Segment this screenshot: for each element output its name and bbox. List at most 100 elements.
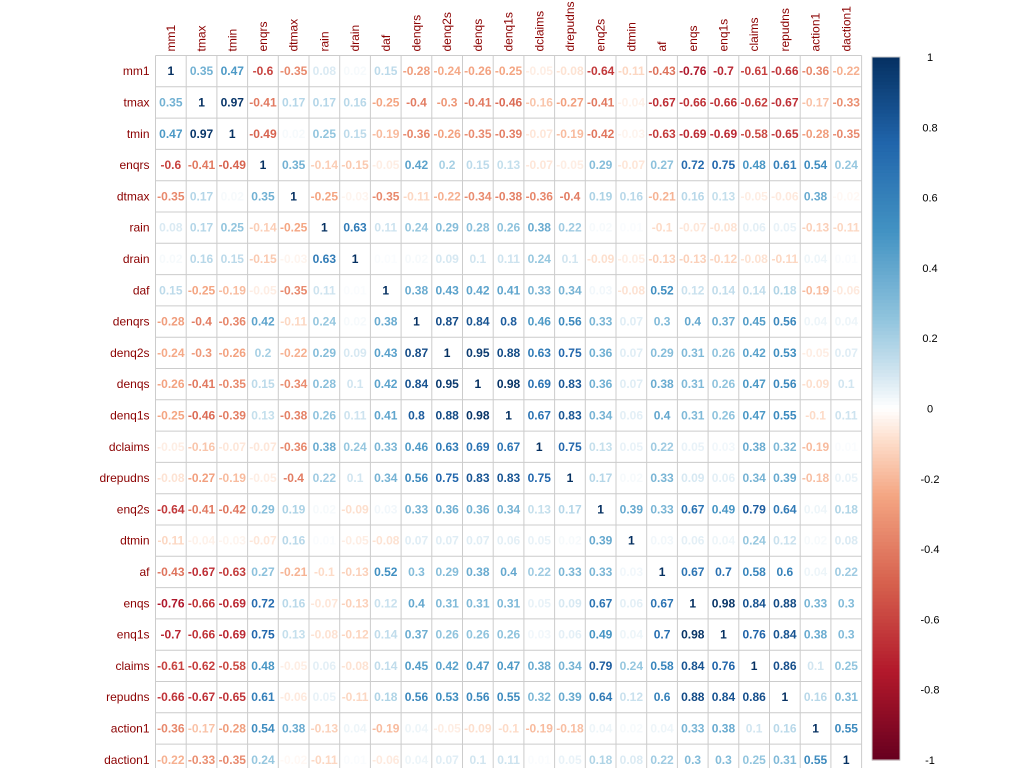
cell-value: 0.03 — [589, 283, 613, 297]
cell-value: 0.26 — [712, 408, 736, 422]
colorbar-segment — [872, 587, 900, 592]
cell-value: 0.19 — [282, 502, 306, 516]
cell-value: -0.36 — [526, 189, 554, 203]
cell-value: 0.1 — [807, 659, 824, 673]
cell-value: 0.37 — [405, 628, 429, 642]
cell-value: -0.3 — [437, 95, 458, 109]
cell-value: 0.22 — [835, 565, 859, 579]
cell-value: 0.3 — [654, 315, 671, 329]
cell-value: 0.6 — [654, 690, 671, 704]
colorbar-segment — [872, 355, 900, 360]
row-label: drepudns — [99, 471, 149, 485]
cell-value: 0.31 — [681, 408, 705, 422]
cell-value: -0.05 — [433, 721, 461, 735]
cell-value: -0.11 — [833, 221, 860, 235]
colorbar-segment — [872, 215, 900, 220]
colorbar-segment — [872, 594, 900, 599]
cell-value: -0.4 — [406, 95, 427, 109]
cell-value: -0.04 — [188, 534, 216, 548]
colorbar-segment — [872, 492, 900, 497]
cell-value: 0.07 — [435, 534, 459, 548]
cell-value: -0.69 — [679, 127, 707, 141]
colorbar-segment — [872, 264, 900, 269]
cell-value: 0.04 — [804, 565, 828, 579]
cell-value: 0.16 — [190, 252, 214, 266]
colorbar-segment — [872, 633, 900, 638]
colorbar-segment — [872, 707, 900, 712]
colorbar: 1 0.8 0.6 0.4 0.2 0 -0.2 -0.4 -0.6 -0.8 -1 — [871, 52, 939, 767]
cell-value: -0.13 — [679, 252, 707, 266]
cell-value: 0.13 — [528, 502, 552, 516]
cell-value: 0.25 — [835, 659, 859, 673]
cell-value: 0.38 — [804, 628, 828, 642]
cell-value: -0.15 — [341, 158, 369, 172]
cell-value: 0.38 — [712, 721, 736, 735]
cell-value: 0.38 — [804, 189, 828, 203]
cell-value: -0.43 — [648, 64, 676, 78]
cell-value: 0.12 — [374, 596, 398, 610]
cell-value: 0.15 — [251, 377, 275, 391]
colorbar-segment — [872, 756, 900, 761]
cell-value: 0.76 — [712, 659, 736, 673]
colorbar-segment — [872, 380, 900, 385]
cell-value: 0.16 — [343, 95, 367, 109]
cell-value: 0.83 — [466, 471, 490, 485]
cell-value: 0.16 — [681, 189, 705, 203]
cell-value: 0.35 — [251, 189, 275, 203]
cell-value: 0.87 — [405, 346, 429, 360]
cell-value: -0.05 — [249, 283, 277, 297]
cell-value: 0.67 — [650, 596, 674, 610]
cell-value: 0.55 — [497, 690, 521, 704]
colorbar-segment — [872, 99, 900, 104]
cell-value: 0.24 — [835, 158, 859, 172]
row-label: denq1s — [110, 408, 149, 422]
cell-value: -0.35 — [833, 127, 861, 141]
colorbar-segment — [872, 429, 900, 434]
column-label: enq2s — [594, 19, 608, 52]
cell-value: 0.17 — [313, 95, 337, 109]
cell-value: -0.19 — [802, 283, 830, 297]
cell-value: 1 — [444, 346, 451, 360]
colorbar-segment — [872, 218, 900, 223]
colorbar-segment — [872, 577, 900, 582]
cell-value: 0.63 — [313, 252, 337, 266]
cell-value: -0.02 — [280, 753, 308, 767]
colorbar-segment — [872, 236, 900, 241]
cell-value: -0.62 — [188, 659, 216, 673]
colorbar-segment — [872, 450, 900, 455]
cell-value: 0.43 — [435, 283, 459, 297]
cell-value: 0.24 — [620, 659, 644, 673]
colorbar-segment — [872, 636, 900, 642]
column-label: af — [655, 41, 669, 52]
cell-value: 0.36 — [435, 502, 459, 516]
cell-value: 0.04 — [405, 721, 429, 735]
cell-value: 0.31 — [773, 753, 797, 767]
column-label: denqs — [471, 19, 485, 52]
cell-value: -0.41 — [249, 95, 277, 109]
cell-value: 0.84 — [742, 596, 766, 610]
cell-value: 0.02 — [159, 252, 183, 266]
cell-value: -0.26 — [464, 64, 492, 78]
cell-value: -0.18 — [802, 471, 830, 485]
colorbar-segment — [872, 461, 900, 466]
colorbar-segment — [872, 390, 900, 396]
cell-value: 0.67 — [681, 502, 705, 516]
colorbar-segment — [872, 436, 900, 441]
colorbar-segment — [872, 598, 900, 603]
colorbar-segment — [872, 622, 900, 628]
cell-value: -0.62 — [740, 95, 768, 109]
cell-value: 0.84 — [773, 628, 797, 642]
cell-value: -0.24 — [157, 346, 185, 360]
cell-value: 0.1 — [562, 252, 579, 266]
colorbar-segment — [872, 204, 900, 209]
cell-value: -0.64 — [157, 502, 185, 516]
cell-value: 0.33 — [558, 565, 582, 579]
row-label: mm1 — [123, 64, 150, 78]
colorbar-segment — [872, 144, 900, 149]
cell-value: 0.1 — [470, 753, 487, 767]
cell-value: -0.22 — [433, 189, 461, 203]
cell-value: 0.09 — [558, 596, 582, 610]
cell-value: 0.03 — [374, 502, 398, 516]
cell-value: 0.1 — [347, 377, 364, 391]
